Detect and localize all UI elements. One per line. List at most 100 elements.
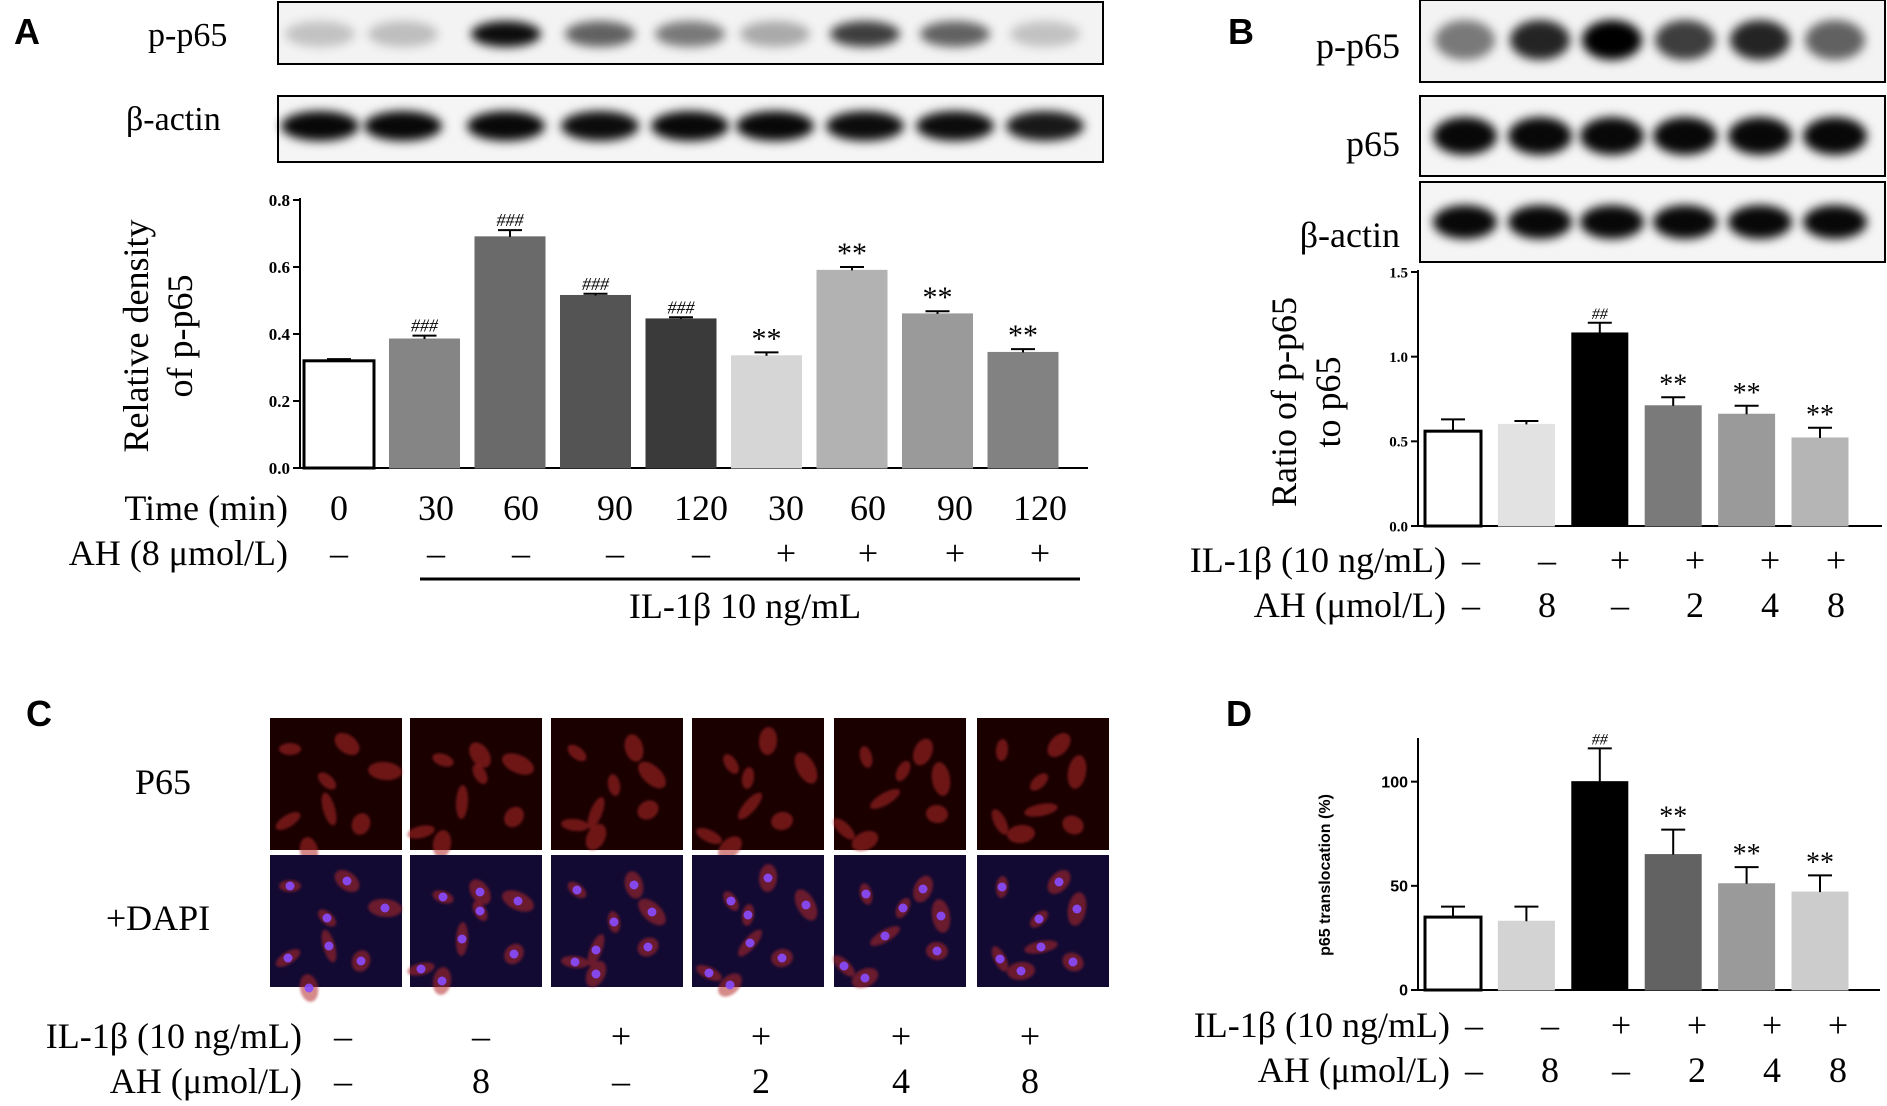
significance-label: ### <box>497 210 525 230</box>
nucleus <box>801 900 811 910</box>
bar <box>1791 437 1849 527</box>
il-sign: + <box>611 1016 631 1056</box>
il-sign: + <box>1611 1005 1631 1045</box>
nucleus <box>438 892 448 902</box>
il-sign: + <box>1762 1005 1782 1045</box>
cell <box>638 761 666 789</box>
time-value: 30 <box>768 488 804 528</box>
time-value: 90 <box>597 488 633 528</box>
ah-value: 8 <box>472 1061 490 1101</box>
band-p-p65 <box>1805 20 1865 60</box>
ah-sign: + <box>1030 533 1050 573</box>
nucleus <box>416 964 426 974</box>
y-tick-label: 50 <box>1390 878 1408 895</box>
il-sign: + <box>1020 1016 1040 1056</box>
cell <box>758 727 778 755</box>
ah-value: 4 <box>1763 1050 1781 1090</box>
band-p-p65 <box>565 21 635 47</box>
bar <box>560 294 631 469</box>
significance-label: ** <box>752 322 782 355</box>
time-value: 120 <box>1013 488 1067 528</box>
blot-b-p65-bands <box>1433 117 1867 155</box>
row-label-time-a: Time (min) <box>124 488 288 528</box>
blot-label-p65-b: p65 <box>1346 124 1400 164</box>
ah-value: 8 <box>1827 585 1845 625</box>
band-beta-actin <box>1580 205 1644 239</box>
band-p-p65 <box>368 21 438 47</box>
nucleus <box>283 953 293 963</box>
nucleus <box>324 941 334 951</box>
cell <box>696 827 722 845</box>
cell <box>407 825 435 839</box>
il-sign: – <box>1537 540 1557 580</box>
il-sign: + <box>1828 1005 1848 1045</box>
cell <box>995 739 1009 761</box>
nucleus <box>861 889 871 899</box>
band-p-p65 <box>285 21 355 47</box>
significance-label: ** <box>1659 369 1687 400</box>
cell <box>1007 824 1035 844</box>
panel-b-letter: B <box>1228 11 1254 52</box>
bar <box>1497 423 1555 527</box>
band-p-p65 <box>920 21 990 47</box>
significance-label: ### <box>582 274 610 294</box>
significance-label: ** <box>1008 319 1038 352</box>
panel-a-letter: A <box>14 11 40 52</box>
ah-sign: + <box>858 533 878 573</box>
ah-value: 8 <box>1021 1061 1039 1101</box>
nucleus <box>1034 914 1044 924</box>
band-beta-actin <box>651 111 729 141</box>
significance-label: ** <box>923 281 953 314</box>
il-sign: + <box>1610 540 1630 580</box>
nucleus <box>509 949 519 959</box>
band-beta-actin <box>467 111 545 141</box>
significance-label: ** <box>1806 400 1834 431</box>
band-p65 <box>1803 117 1867 155</box>
cell <box>833 818 855 840</box>
nucleus <box>647 907 657 917</box>
bar <box>987 351 1059 469</box>
cell <box>1047 732 1071 758</box>
nucleus <box>1016 966 1026 976</box>
time-value: 30 <box>418 488 454 528</box>
cell <box>275 812 301 830</box>
band-p-p65 <box>1582 20 1642 60</box>
blot-label-beta-actin-a: β-actin <box>126 101 221 138</box>
cell <box>455 785 469 819</box>
row-label-ah-a: AH (8 μmol/L) <box>69 533 288 573</box>
bar <box>1791 891 1849 991</box>
significance-label: ### <box>411 316 439 336</box>
nucleus <box>997 882 1007 892</box>
nucleus <box>936 911 946 921</box>
ah-value: – <box>1461 585 1481 625</box>
bar <box>1718 883 1776 991</box>
ah-value: 8 <box>1538 585 1556 625</box>
band-p65 <box>1728 117 1792 155</box>
cell <box>567 744 587 762</box>
cell <box>1067 755 1087 789</box>
nucleus <box>591 945 601 955</box>
band-beta-actin <box>826 111 904 141</box>
cell <box>718 836 742 860</box>
nucleus <box>513 896 523 906</box>
nucleus <box>898 903 908 913</box>
significance-label: ** <box>1733 378 1761 409</box>
panel-b-condition-rows: – – + + + + – 8 – 2 4 8 <box>1461 540 1846 625</box>
y-axis-label-a: Relative density of p-p65 <box>116 220 200 453</box>
y-axis-label-d: p65 translocation (%) <box>1317 794 1334 956</box>
bar <box>816 269 888 469</box>
nucleus <box>380 903 390 913</box>
blot-a-p-p65-bands <box>285 21 1080 47</box>
cell <box>895 760 911 782</box>
nucleus <box>995 954 1005 964</box>
micrograph-grid <box>270 718 1109 1002</box>
il-sign: + <box>751 1016 771 1056</box>
panel-d-letter: D <box>1226 693 1252 734</box>
bar <box>1571 332 1629 527</box>
cell <box>737 792 763 820</box>
ah-value: – <box>1611 1050 1631 1090</box>
nucleus <box>918 884 928 894</box>
cell <box>794 752 818 784</box>
band-p-p65 <box>655 21 725 47</box>
nucleus <box>572 885 582 895</box>
